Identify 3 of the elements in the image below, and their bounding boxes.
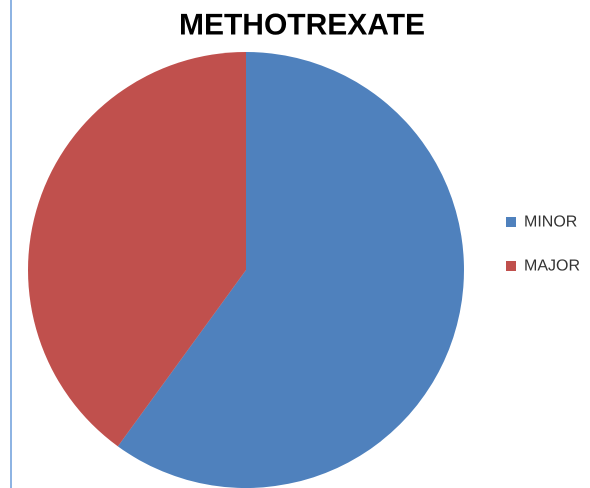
legend-label: MAJOR <box>524 257 580 274</box>
legend-label: MINOR <box>524 213 578 230</box>
chart-title: METHOTREXATE <box>178 8 426 42</box>
